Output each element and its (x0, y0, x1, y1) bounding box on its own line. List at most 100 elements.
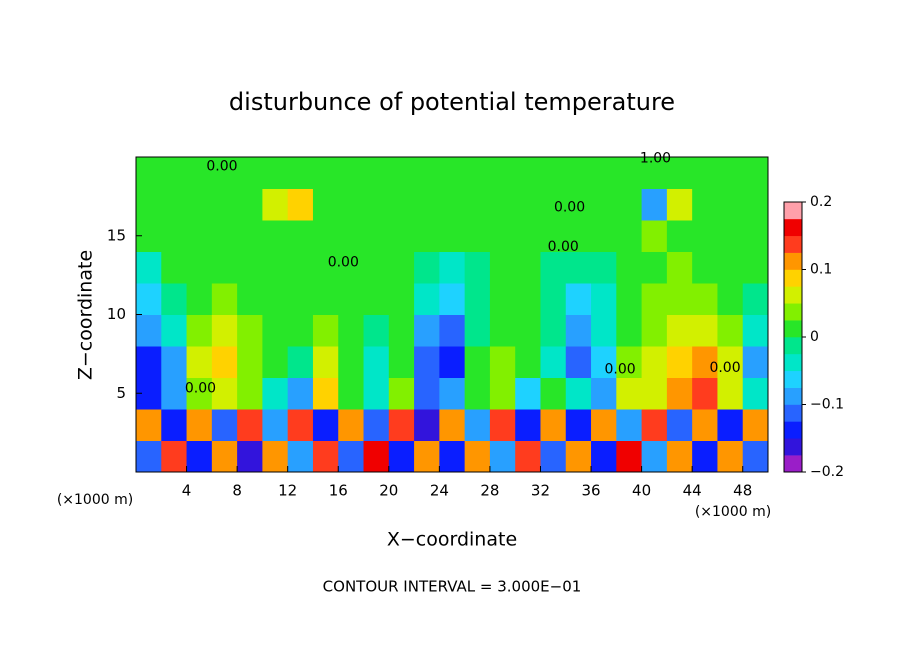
heat-cell (464, 188, 491, 221)
heat-cell (641, 377, 668, 410)
heat-cell (186, 283, 213, 315)
heat-cell (515, 251, 541, 284)
heat-cell (136, 346, 162, 378)
colorbar-tick-label: −0.1 (810, 397, 844, 413)
heat-cell (565, 220, 592, 252)
heat-cell (262, 440, 289, 473)
heat-cell (312, 251, 339, 284)
heat-cell (211, 314, 238, 347)
heat-cell (540, 440, 567, 473)
x-tick-label: 24 (430, 482, 449, 500)
heat-cell (136, 188, 162, 221)
heat-cell (540, 409, 567, 441)
heat-cell (186, 157, 213, 189)
heat-cell (363, 314, 390, 347)
heat-cell (439, 377, 466, 410)
heat-cell (211, 220, 238, 252)
heat-cell (186, 188, 213, 221)
heat-cell (287, 283, 314, 315)
heat-cell (742, 346, 769, 378)
heat-cell (439, 409, 466, 441)
heat-cell (515, 314, 541, 347)
x-tick-label: 4 (182, 482, 192, 500)
heat-cell (565, 188, 592, 221)
heat-cell (666, 314, 693, 347)
heat-cell (591, 188, 617, 221)
heat-cell (717, 157, 744, 189)
colorbar-band (784, 320, 802, 338)
heat-cell (237, 283, 263, 315)
heat-cell (338, 283, 365, 315)
heat-cell (262, 346, 289, 378)
heat-cell (161, 157, 188, 189)
x-tick-label: 16 (329, 482, 348, 500)
heat-cell (641, 346, 668, 378)
heat-cell (742, 440, 769, 473)
heat-cell (666, 283, 693, 315)
heat-cell (363, 440, 390, 473)
heat-cell (338, 251, 365, 284)
heat-cell (439, 251, 466, 284)
heat-cell (692, 157, 718, 189)
colorbar-tick-label: 0.1 (810, 262, 832, 278)
contour-label: 0.00 (185, 381, 216, 397)
heat-cell (515, 220, 541, 252)
heat-cell (262, 220, 289, 252)
heat-cell (666, 377, 693, 410)
colorbar-band (784, 269, 802, 287)
x-tick-label: 8 (232, 482, 242, 500)
heat-cell (565, 251, 592, 284)
x-tick-label: 12 (278, 482, 297, 500)
heat-cell (186, 220, 213, 252)
heat-cell (489, 377, 516, 410)
heat-cell (742, 377, 769, 410)
heat-cell (489, 440, 516, 473)
colorbar-tick-label: −0.2 (810, 464, 844, 480)
heat-cell (414, 188, 440, 221)
heat-cell (211, 188, 238, 221)
heat-cell (489, 314, 516, 347)
contour-label: 0.00 (605, 362, 636, 378)
colorbar-band (784, 337, 802, 355)
heat-cell (591, 157, 617, 189)
heat-cell (565, 409, 592, 441)
heat-cell (211, 346, 238, 378)
heat-cell (742, 314, 769, 347)
heat-cell (363, 283, 390, 315)
heat-cell (641, 283, 668, 315)
heat-cell (161, 377, 188, 410)
heat-cell (565, 283, 592, 315)
heat-cell (439, 440, 466, 473)
heat-cell (464, 346, 491, 378)
heat-cell (186, 377, 213, 410)
heat-cell (338, 157, 365, 189)
heat-cell (136, 251, 162, 284)
heat-cell (414, 377, 440, 410)
heat-cell (742, 283, 769, 315)
heat-cell (237, 251, 263, 284)
heat-cell (211, 251, 238, 284)
heat-cell (666, 188, 693, 221)
heat-cell (565, 157, 592, 189)
heat-cell (464, 251, 491, 284)
heat-cell (388, 220, 415, 252)
heat-cell (363, 409, 390, 441)
heat-cell (186, 251, 213, 284)
heat-cell (211, 409, 238, 441)
heat-cell (717, 346, 744, 378)
heat-cell (515, 188, 541, 221)
heat-cell (439, 220, 466, 252)
colorbar-tick-label: 0.2 (810, 194, 832, 210)
heat-cell (540, 220, 567, 252)
heat-cell (388, 157, 415, 189)
heat-cell (565, 346, 592, 378)
heat-cell (591, 346, 617, 378)
heat-cell (565, 314, 592, 347)
heat-cell (161, 314, 188, 347)
heat-cell (161, 346, 188, 378)
heat-cell (717, 440, 744, 473)
heat-cell (616, 251, 643, 284)
heat-cell (489, 220, 516, 252)
heat-cell (161, 188, 188, 221)
